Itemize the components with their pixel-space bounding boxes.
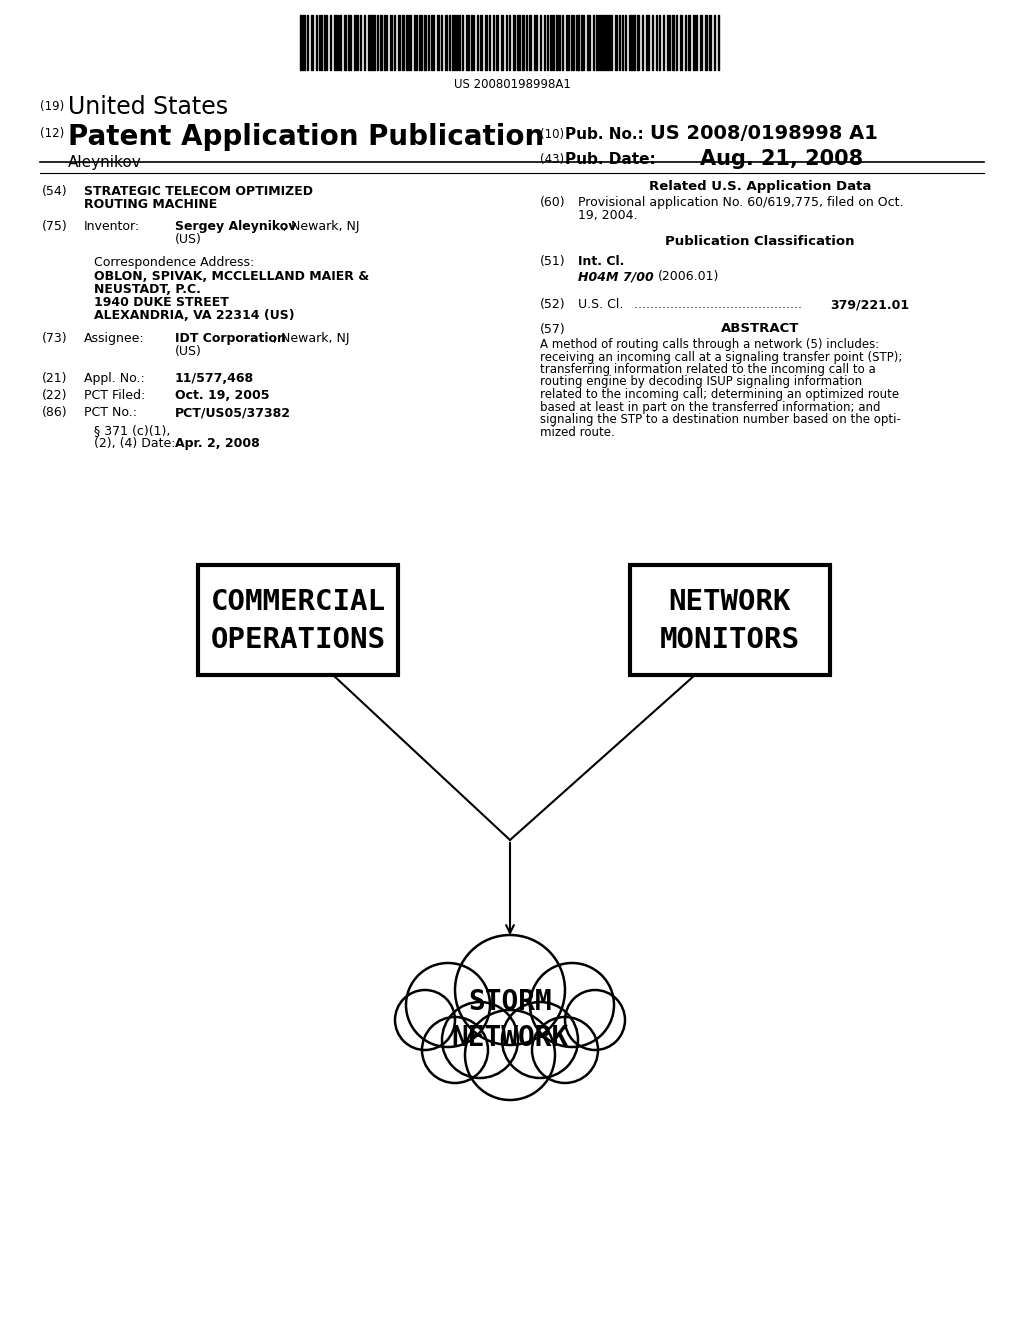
Text: (US): (US): [175, 234, 202, 246]
Text: Patent Application Publication: Patent Application Publication: [68, 123, 544, 150]
Text: (12): (12): [40, 127, 65, 140]
Text: , Newark, NJ: , Newark, NJ: [283, 220, 359, 234]
Bar: [198, 565, 398, 675]
Text: PCT/US05/37382: PCT/US05/37382: [175, 407, 291, 418]
Text: STRATEGIC TELECOM OPTIMIZED: STRATEGIC TELECOM OPTIMIZED: [84, 185, 313, 198]
Text: 11/577,468: 11/577,468: [175, 372, 254, 385]
Text: COMMERCIAL: COMMERCIAL: [211, 587, 385, 616]
Text: routing engine by decoding ISUP signaling information: routing engine by decoding ISUP signalin…: [540, 375, 862, 388]
Circle shape: [455, 935, 565, 1045]
Circle shape: [406, 964, 490, 1047]
Text: (2006.01): (2006.01): [658, 271, 720, 282]
Text: (US): (US): [175, 345, 202, 358]
Circle shape: [442, 1002, 518, 1078]
Text: ABSTRACT: ABSTRACT: [721, 322, 799, 335]
Text: Oct. 19, 2005: Oct. 19, 2005: [175, 389, 269, 403]
Text: (10): (10): [540, 128, 564, 141]
Text: H04M 7/00: H04M 7/00: [578, 271, 653, 282]
Text: PCT No.:: PCT No.:: [84, 407, 137, 418]
Text: (60): (60): [540, 195, 565, 209]
Text: (21): (21): [42, 372, 68, 385]
Text: (2), (4) Date:: (2), (4) Date:: [94, 437, 175, 450]
Text: (73): (73): [42, 333, 68, 345]
Text: US 2008/0198998 A1: US 2008/0198998 A1: [650, 124, 878, 143]
Text: (75): (75): [42, 220, 68, 234]
Text: ROUTING MACHINE: ROUTING MACHINE: [84, 198, 217, 211]
Text: OPERATIONS: OPERATIONS: [211, 626, 385, 653]
Text: based at least in part on the transferred information; and: based at least in part on the transferre…: [540, 400, 881, 413]
Text: Aleynikov: Aleynikov: [68, 154, 141, 170]
Text: (52): (52): [540, 298, 565, 312]
Text: § 371 (c)(1),: § 371 (c)(1),: [94, 424, 170, 437]
Text: 379/221.01: 379/221.01: [830, 298, 909, 312]
Text: Assignee:: Assignee:: [84, 333, 144, 345]
Bar: [630, 565, 830, 675]
Text: Provisional application No. 60/619,775, filed on Oct.: Provisional application No. 60/619,775, …: [578, 195, 903, 209]
Text: 1940 DUKE STREET: 1940 DUKE STREET: [94, 296, 229, 309]
Text: U.S. Cl.: U.S. Cl.: [578, 298, 624, 312]
Text: mized route.: mized route.: [540, 425, 614, 438]
Text: Pub. No.:: Pub. No.:: [565, 127, 649, 143]
Text: ALEXANDRIA, VA 22314 (US): ALEXANDRIA, VA 22314 (US): [94, 309, 295, 322]
Text: receiving an incoming call at a signaling transfer point (STP);: receiving an incoming call at a signalin…: [540, 351, 902, 363]
Circle shape: [465, 1010, 555, 1100]
Text: ..........................................: ........................................…: [630, 298, 806, 312]
Circle shape: [422, 1016, 488, 1082]
Text: Appl. No.:: Appl. No.:: [84, 372, 144, 385]
Text: related to the incoming call; determining an optimized route: related to the incoming call; determinin…: [540, 388, 899, 401]
Text: NETWORK: NETWORK: [452, 1024, 568, 1052]
Text: Sergey Aleynikov: Sergey Aleynikov: [175, 220, 296, 234]
Text: Aug. 21, 2008: Aug. 21, 2008: [700, 149, 863, 169]
Circle shape: [395, 990, 455, 1049]
Circle shape: [532, 1016, 598, 1082]
Text: signaling the STP to a destination number based on the opti-: signaling the STP to a destination numbe…: [540, 413, 901, 426]
Text: (57): (57): [540, 323, 565, 337]
Circle shape: [502, 1002, 578, 1078]
Text: (22): (22): [42, 389, 68, 403]
Text: OBLON, SPIVAK, MCCLELLAND MAIER &: OBLON, SPIVAK, MCCLELLAND MAIER &: [94, 271, 369, 282]
Text: STORM: STORM: [468, 987, 552, 1016]
Circle shape: [565, 990, 625, 1049]
Text: A method of routing calls through a network (5) includes:: A method of routing calls through a netw…: [540, 338, 880, 351]
Text: Inventor:: Inventor:: [84, 220, 140, 234]
Text: , Newark, NJ: , Newark, NJ: [273, 333, 349, 345]
Text: 19, 2004.: 19, 2004.: [578, 209, 638, 222]
Text: (86): (86): [42, 407, 68, 418]
Circle shape: [530, 964, 614, 1047]
Text: Publication Classification: Publication Classification: [666, 235, 855, 248]
Text: US 20080198998A1: US 20080198998A1: [454, 78, 570, 91]
Text: Pub. Date:: Pub. Date:: [565, 152, 655, 168]
Text: Apr. 2, 2008: Apr. 2, 2008: [175, 437, 260, 450]
Text: (54): (54): [42, 185, 68, 198]
Text: Correspondence Address:: Correspondence Address:: [94, 256, 254, 269]
Text: Int. Cl.: Int. Cl.: [578, 255, 625, 268]
Text: IDT Corporation: IDT Corporation: [175, 333, 286, 345]
Text: NEUSTADT, P.C.: NEUSTADT, P.C.: [94, 282, 201, 296]
Text: (51): (51): [540, 255, 565, 268]
Text: PCT Filed:: PCT Filed:: [84, 389, 145, 403]
Text: MONITORS: MONITORS: [660, 626, 800, 653]
Text: NETWORK: NETWORK: [669, 587, 792, 616]
Text: Related U.S. Application Data: Related U.S. Application Data: [649, 180, 871, 193]
Text: (19): (19): [40, 100, 65, 114]
Text: transferring information related to the incoming call to a: transferring information related to the …: [540, 363, 876, 376]
Text: (43): (43): [540, 153, 564, 166]
Text: United States: United States: [68, 95, 228, 119]
